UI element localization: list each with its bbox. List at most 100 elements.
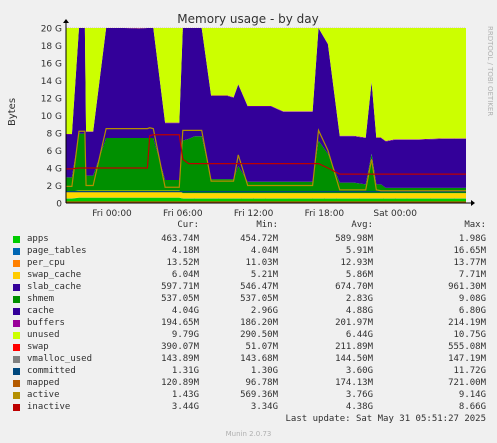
legend-name: page_tables <box>27 246 87 256</box>
legend-name: unused <box>27 330 60 340</box>
legend-row-inactive: inactive 3.44G 3.34G 4.38G 8.66G <box>0 402 497 412</box>
legend-avg-value: 201.97M <box>335 318 373 328</box>
legend-avg-value: 2.83G <box>345 294 373 304</box>
legend-min-value: 454.72M <box>240 234 278 244</box>
y-tick-label: 12 G <box>41 95 62 105</box>
legend-cur-value: 537.05M <box>161 294 199 304</box>
area-slab-cache <box>66 190 466 199</box>
legend-row-committed: committed 1.31G 1.30G 3.60G 11.72G <box>0 366 497 376</box>
legend-row-shmem: shmem 537.05M 537.05M 2.83G 9.08G <box>0 294 497 304</box>
legend-name: slab_cache <box>27 282 82 292</box>
legend-name: cache <box>27 306 55 316</box>
legend-avg-value: 12.93M <box>340 258 373 268</box>
legend-row-buffers: buffers 194.65M 186.20M 201.97M 214.19M <box>0 318 497 328</box>
y-tick-label: 6 G <box>46 147 62 157</box>
legend-max-value: 9.14G <box>458 390 486 400</box>
watermark: RRDTOOL / TOBI OETIKER <box>486 26 494 116</box>
legend-avg-value: 6.44G <box>345 330 373 340</box>
y-tick-label: 18 G <box>41 42 62 52</box>
legend-min-value: 3.34G <box>250 402 278 412</box>
legend-name: vmalloc_used <box>27 354 93 364</box>
legend-min-value: 1.30G <box>250 366 278 376</box>
legend-cur-value: 1.31G <box>171 366 199 376</box>
legend-name: apps <box>27 234 49 244</box>
legend-avg-value: 5.86M <box>345 270 373 280</box>
legend-swatch <box>13 344 20 351</box>
legend-swatch <box>13 272 20 279</box>
legend-cur-value: 120.89M <box>161 378 199 388</box>
legend-swatch <box>13 392 20 399</box>
legend-max-value: 7.71M <box>458 270 486 280</box>
legend-header: Cur: Min: Avg: Max: <box>0 220 497 230</box>
y-tick-label: 0 <box>56 200 62 210</box>
y-tick-label: 2 G <box>46 182 62 192</box>
x-tick-label: Fri 00:00 <box>92 209 132 219</box>
legend-cur-value: 6.04M <box>171 270 199 280</box>
legend-min-value: 51.07M <box>245 342 278 352</box>
legend-cur-value: 143.89M <box>161 354 199 364</box>
legend-swatch <box>13 368 20 375</box>
legend-max-value: 1.98G <box>458 234 486 244</box>
y-tick-label: 14 G <box>41 77 62 87</box>
legend-cur-value: 3.44G <box>171 402 199 412</box>
legend-row-page-tables: page_tables 4.18M 4.04M 5.91M 16.65M <box>0 246 497 256</box>
x-tick-label: Sat 00:00 <box>373 209 417 219</box>
legend-max-value: 9.08G <box>458 294 486 304</box>
legend-avg-value: 3.76G <box>345 390 373 400</box>
legend-min-value: 2.96G <box>250 306 278 316</box>
legend-swatch <box>13 284 20 291</box>
legend-max-value: 555.08M <box>448 342 486 352</box>
area-shmem <box>66 133 466 194</box>
legend-max-value: 721.00M <box>448 378 486 388</box>
y-tick-label: 16 G <box>41 60 62 70</box>
legend-cur-value: 194.65M <box>161 318 199 328</box>
legend-min-value: 290.50M <box>240 330 278 340</box>
legend-header-cur: Cur: <box>177 220 199 230</box>
legend-max-value: 13.77M <box>453 258 486 268</box>
memory-chart: Memory usage - by day RRDTOOL / TOBI OET… <box>7 12 494 219</box>
legend-name: swap_cache <box>27 270 82 280</box>
legend-row-vmalloc-used: vmalloc_used 143.89M 143.68M 144.50M 147.19M <box>0 354 497 364</box>
legend-avg-value: 144.50M <box>335 354 373 364</box>
legend-cur-value: 463.74M <box>161 234 199 244</box>
legend-swatch <box>13 404 20 411</box>
x-tick-label: Fri 12:00 <box>234 209 274 219</box>
legend-avg-value: 5.91M <box>345 246 373 256</box>
y-tick-label: 10 G <box>41 112 62 122</box>
legend-name: committed <box>27 366 76 376</box>
legend-min-value: 143.68M <box>240 354 278 364</box>
legend-cur-value: 9.79G <box>171 330 199 340</box>
legend-max-value: 16.65M <box>453 246 486 256</box>
legend-row-slab-cache: slab_cache 597.71M 546.47M 674.70M 961.30M <box>0 282 497 292</box>
last-update: Last update: Sat May 31 05:51:27 2025 <box>285 414 486 424</box>
legend-max-value: 10.75G <box>453 330 486 340</box>
legend-swatch <box>13 236 20 243</box>
legend-min-value: 96.78M <box>245 378 278 388</box>
legend-min-value: 4.04M <box>250 246 278 256</box>
legend-row-swap-cache: swap_cache 6.04M 5.21M 5.86M 7.71M <box>0 270 497 280</box>
legend-row-unused: unused 9.79G 290.50M 6.44G 10.75G <box>0 330 497 340</box>
legend-cur-value: 4.04G <box>171 306 199 316</box>
y-tick-label: 8 G <box>46 130 62 140</box>
legend-cur-value: 1.43G <box>171 390 199 400</box>
chart-title: Memory usage - by day <box>177 12 318 26</box>
legend-name: swap <box>27 342 49 352</box>
legend-name: shmem <box>27 294 55 304</box>
plot-area: 0 2 G 4 G 6 G 8 G 10 G 12 G 14 G 16 G 18 G 20 G Fri… <box>41 19 475 219</box>
legend-header-min: Min: <box>256 220 278 230</box>
y-tick-label: 20 G <box>41 25 62 35</box>
legend-name: mapped <box>27 378 60 388</box>
legend-name: inactive <box>27 402 71 412</box>
legend-swatch <box>13 248 20 255</box>
legend-min-value: 569.36M <box>240 390 278 400</box>
x-axis-arrow <box>471 200 475 206</box>
y-tick-label: 4 G <box>46 165 62 175</box>
legend-row-cache: cache 4.04G 2.96G 4.88G 6.80G <box>0 306 497 316</box>
munin-footer: Munin 2.0.73 <box>225 430 272 438</box>
legend-row-per-cpu: per_cpu 13.52M 11.03M 12.93M 13.77M <box>0 258 497 268</box>
legend-swatch <box>13 260 20 267</box>
legend-row-apps: apps 463.74M 454.72M 589.98M 1.98G <box>0 234 497 244</box>
legend-row-swap: swap 390.07M 51.07M 211.89M 555.08M <box>0 342 497 352</box>
legend-cur-value: 390.07M <box>161 342 199 352</box>
legend-cur-value: 13.52M <box>166 258 199 268</box>
